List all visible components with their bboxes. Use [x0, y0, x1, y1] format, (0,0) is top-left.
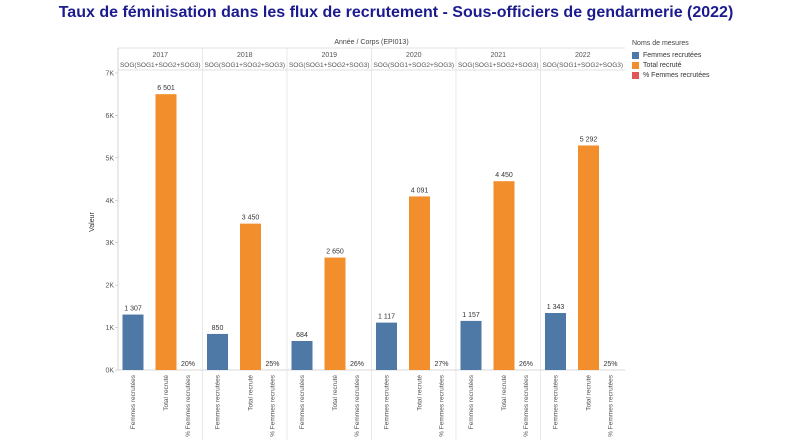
legend-label: % Femmes recrutées — [643, 71, 710, 79]
bar-2018-0 — [207, 333, 228, 370]
x-tick-label: Femmes recrutées — [130, 374, 137, 429]
data-label: 1 307 — [124, 306, 142, 313]
data-label: 850 — [212, 325, 224, 332]
x-tick-label: % Femmes recrutées — [439, 374, 446, 437]
y-tick-label: 6K — [105, 113, 114, 120]
y-axis-label: Valeur — [89, 211, 96, 231]
x-tick-label: Femmes recrutées — [468, 374, 475, 429]
data-label: 4 091 — [411, 187, 429, 194]
x-tick-label: % Femmes recrutées — [523, 374, 530, 437]
data-label: 26% — [350, 361, 364, 368]
x-tick-label: Total recruté — [417, 375, 424, 411]
bar-2018-1 — [240, 223, 261, 370]
corps-header: SOG(SOG1+SOG2+SOG3) — [458, 62, 539, 69]
bar-2021-0 — [460, 320, 482, 370]
x-tick-label: Total recruté — [163, 375, 170, 411]
bar-2017-1 — [155, 94, 177, 370]
legend-swatch — [632, 61, 639, 69]
bar-2020-1 — [409, 196, 430, 370]
y-tick-label: 2K — [105, 283, 114, 290]
header-title: Année / Corps (EPI013) — [334, 39, 408, 46]
corps-header: SOG(SOG1+SOG2+SOG3) — [542, 62, 623, 69]
bar-2019-1 — [324, 257, 346, 370]
corps-header: SOG(SOG1+SOG2+SOG3) — [120, 62, 201, 69]
year-header: 2019 — [321, 52, 337, 59]
year-header: 2021 — [490, 52, 506, 59]
x-tick-label: % Femmes recrutées — [270, 374, 277, 437]
x-tick-label: Total recruté — [332, 375, 339, 411]
legend: Noms de mesures Femmes recrutées Total r… — [632, 40, 710, 80]
data-label: 3 450 — [242, 215, 260, 222]
data-label: 1 117 — [378, 314, 395, 321]
chart-title: Taux de féminisation dans les flux de re… — [58, 4, 734, 21]
x-tick-label: Femmes recrutées — [215, 374, 222, 429]
x-tick-label: Femmes recrutées — [299, 374, 306, 429]
data-label: 4 450 — [495, 172, 513, 179]
x-tick-label: Femmes recrutées — [553, 374, 560, 429]
y-tick-label: 0K — [105, 368, 114, 375]
data-label: 27% — [434, 361, 448, 368]
year-header: 2018 — [237, 52, 253, 59]
legend-item-femmes[interactable]: Femmes recrutées — [632, 50, 710, 60]
bar-2021-1 — [493, 181, 515, 370]
legend-item-pct[interactable]: % Femmes recrutées — [632, 70, 710, 80]
corps-header: SOG(SOG1+SOG2+SOG3) — [204, 62, 285, 69]
corps-header: SOG(SOG1+SOG2+SOG3) — [289, 62, 370, 69]
bar-2022-1 — [578, 145, 599, 370]
data-label: 20% — [181, 361, 195, 368]
data-label: 1 343 — [547, 304, 565, 311]
legend-swatch — [632, 51, 639, 59]
legend-item-total[interactable]: Total recruté — [632, 60, 710, 70]
y-tick-label: 4K — [105, 198, 114, 205]
y-tick-label: 5K — [105, 155, 114, 162]
bar-2017-0 — [122, 314, 144, 370]
y-tick-label: 7K — [105, 71, 114, 78]
data-label: 5 292 — [580, 136, 598, 143]
y-tick-label: 1K — [105, 325, 114, 332]
x-tick-label: Total recruté — [248, 375, 255, 411]
x-tick-label: % Femmes recrutées — [185, 374, 192, 437]
year-header: 2020 — [406, 52, 422, 59]
data-label: 2 650 — [326, 249, 344, 256]
y-tick-label: 3K — [105, 240, 114, 247]
x-tick-label: Femmes recrutées — [384, 374, 391, 429]
year-header: 2017 — [152, 52, 168, 59]
legend-title: Noms de mesures — [632, 40, 689, 47]
year-header: 2022 — [575, 52, 591, 59]
bar-2022-0 — [545, 313, 566, 370]
data-label: 26% — [519, 361, 533, 368]
corps-header: SOG(SOG1+SOG2+SOG3) — [373, 62, 454, 69]
x-tick-label: % Femmes recrutées — [354, 374, 361, 437]
data-label: 6 501 — [157, 85, 175, 92]
bar-2019-0 — [291, 340, 313, 370]
data-label: 684 — [296, 332, 308, 339]
x-tick-label: Total recruté — [501, 375, 508, 411]
data-label: 1 157 — [462, 312, 480, 319]
legend-label: Total recruté — [643, 61, 682, 69]
legend-label: Femmes recrutées — [643, 51, 702, 59]
bar-2020-0 — [376, 322, 397, 370]
legend-swatch — [632, 71, 639, 79]
x-tick-label: Total recruté — [586, 375, 593, 411]
x-tick-label: % Femmes recrutées — [608, 374, 615, 437]
data-label: 25% — [603, 361, 617, 368]
data-label: 25% — [265, 361, 279, 368]
